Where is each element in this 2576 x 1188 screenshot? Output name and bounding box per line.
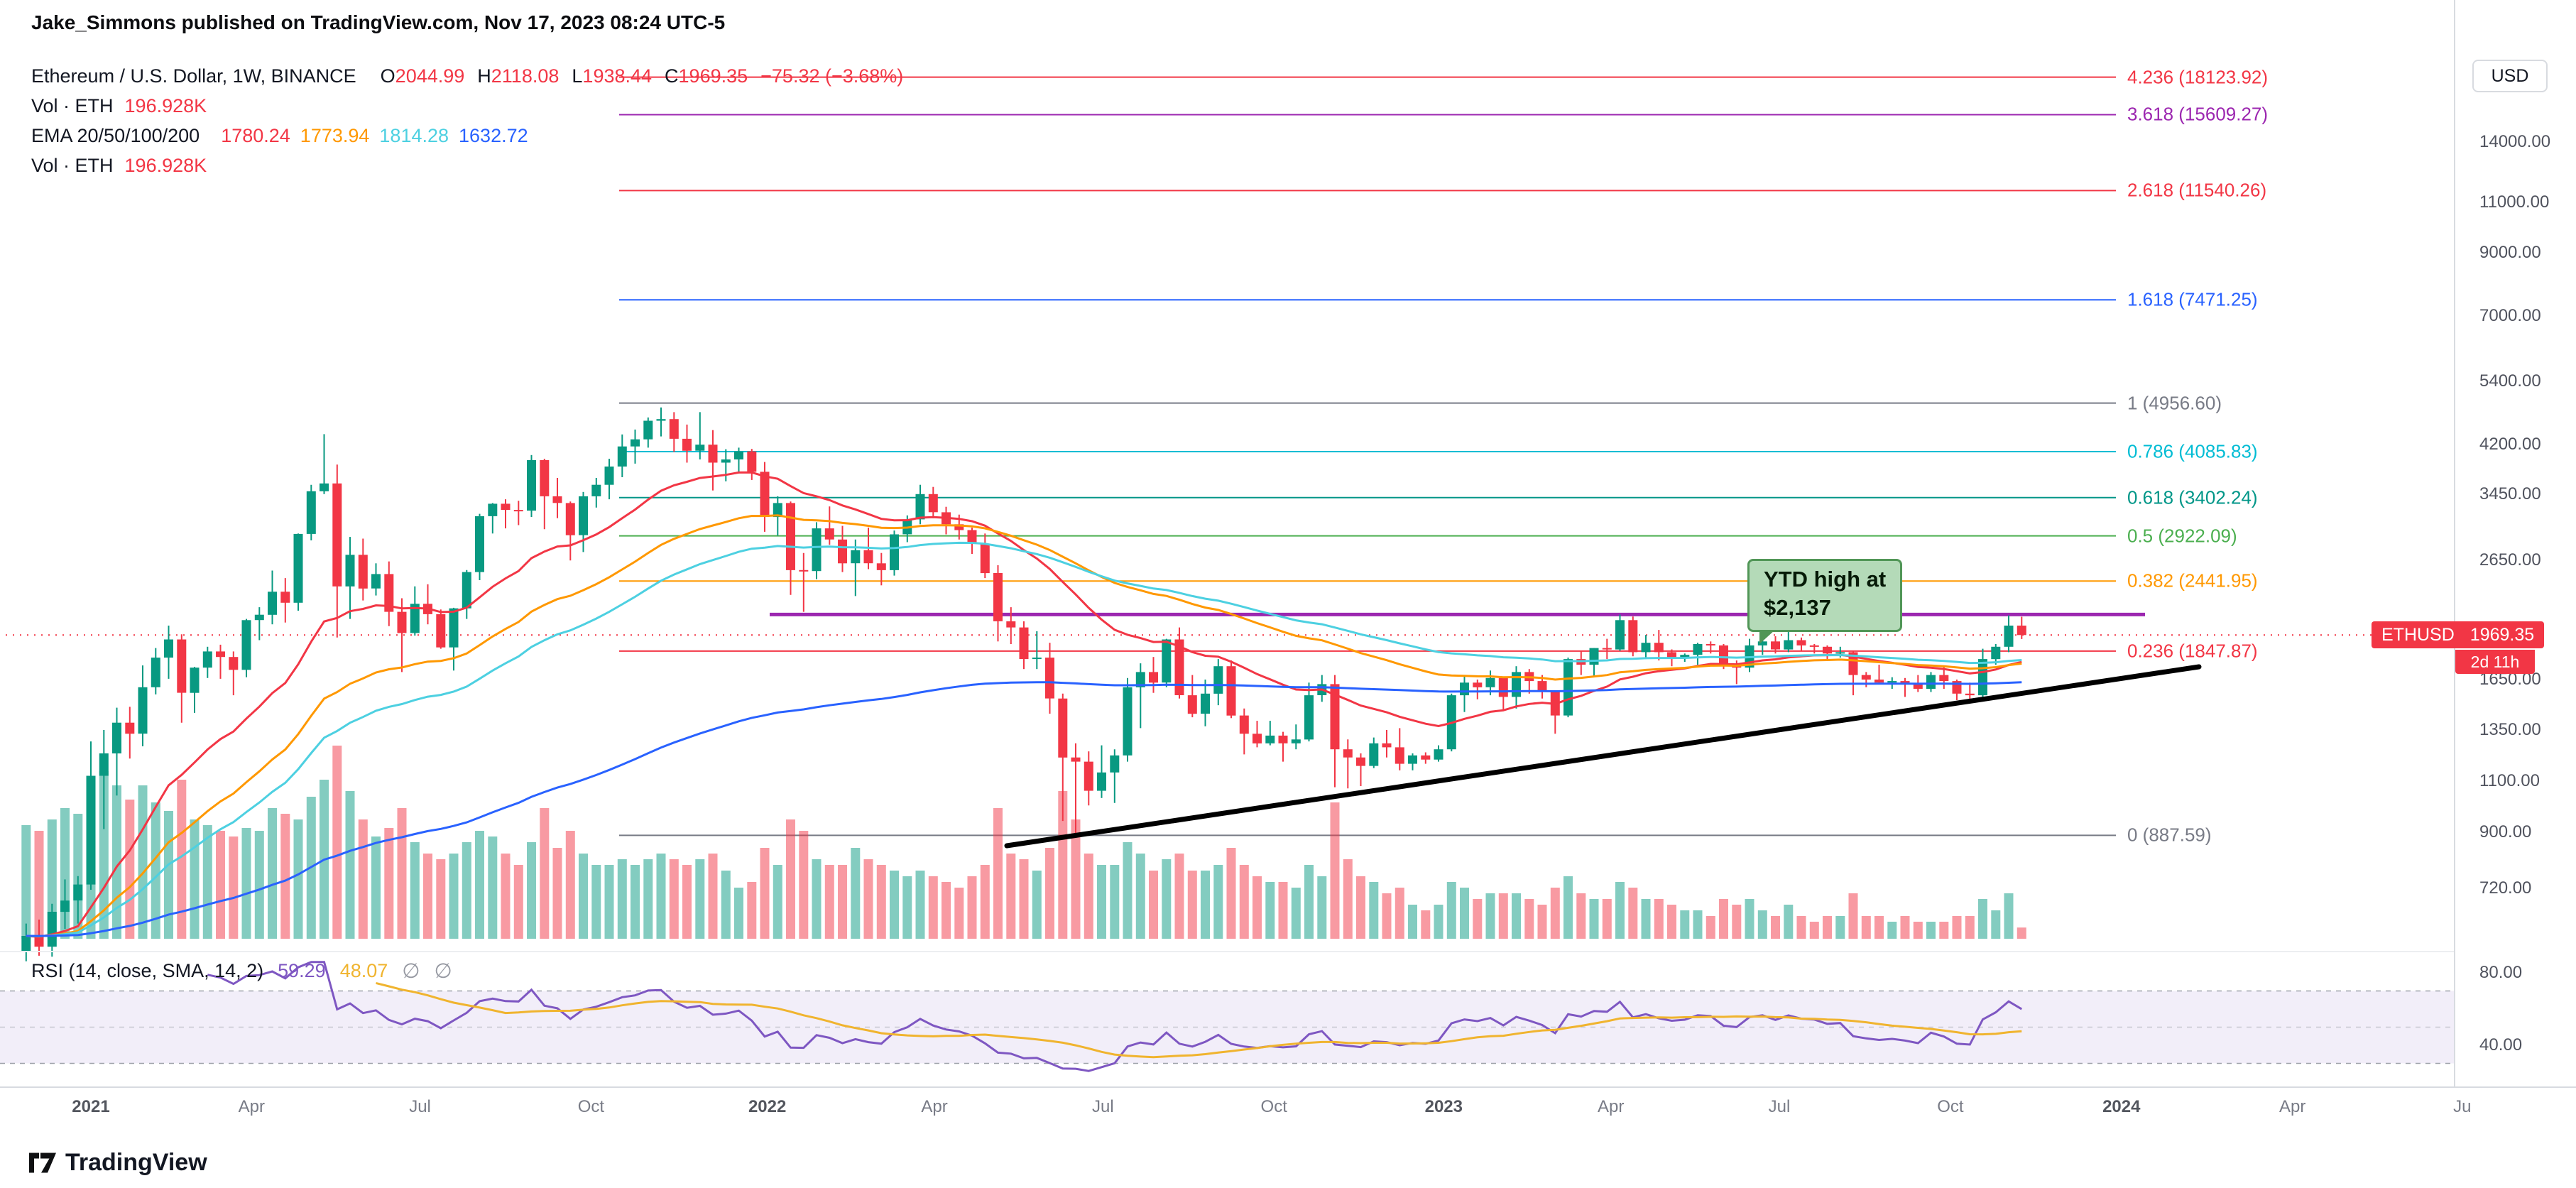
price-tick: 14000.00 [2479, 132, 2551, 151]
ohlc-label: O [380, 65, 395, 87]
fib-label-1.618: 1.618 (7471.25) [2127, 288, 2258, 310]
tradingview-logo[interactable]: TradingView [28, 1149, 207, 1177]
price-tick: 3450.00 [2479, 484, 2541, 503]
price-tick: 11000.00 [2479, 192, 2550, 212]
ema-200-line [26, 681, 2022, 937]
volume-value: 196.928K [124, 154, 207, 176]
volume-label: Vol · ETH [31, 154, 114, 176]
change-value: −75.32 (−3.68%) [760, 65, 904, 87]
empty-set-icon: ∅ [402, 960, 420, 983]
price-tick: 7000.00 [2479, 306, 2541, 326]
rsi-legend: RSI (14, close, SMA, 14, 2) 59.29 48.07 … [31, 959, 452, 983]
time-label-2022: 2022 [748, 1097, 787, 1116]
rsi-value: 59.29 [278, 960, 326, 981]
callout-line-2: $2,137 [1764, 595, 1831, 621]
currency-unit-button[interactable]: USD [2472, 60, 2548, 92]
time-label-2024: 2024 [2102, 1097, 2141, 1116]
price-tick: 9000.00 [2479, 243, 2541, 263]
time-label-Apr: Apr [238, 1097, 265, 1116]
price-tick: 1350.00 [2479, 719, 2541, 739]
pane-separator [0, 951, 2454, 952]
fib-label-0.786: 0.786 (4085.83) [2127, 440, 2258, 462]
time-label-Apr: Apr [2278, 1097, 2306, 1116]
ema-values: 1780.24 1773.94 1814.28 1632.72 [211, 125, 528, 147]
ema-legend-row: EMA 20/50/100/200 1780.24 1773.94 1814.28 16… [31, 121, 903, 151]
fib-label-1: 1 (4956.60) [2127, 392, 2222, 414]
drawn-trend-line [1004, 664, 2202, 849]
ohlc-value: 2118.08 [491, 65, 560, 87]
fib-label-0.618: 0.618 (3402.24) [2127, 486, 2258, 508]
price-tick: 4200.00 [2479, 435, 2541, 454]
time-label-2021: 2021 [72, 1097, 110, 1116]
symbol-legend-row: Ethereum / U.S. Dollar, 1W, BINANCE O 204… [31, 61, 903, 91]
rsi-tick: 40.00 [2479, 1035, 2523, 1055]
ema-value: 1780.24 [221, 124, 290, 146]
rsi-ma-value: 48.07 [339, 960, 388, 981]
symbol-title: Ethereum / U.S. Dollar, 1W, BINANCE [31, 65, 356, 87]
fib-label-2.618: 2.618 (11540.26) [2127, 179, 2267, 201]
rsi-ma-line [376, 981, 2022, 1059]
fib-label-0.382: 0.382 (2441.95) [2127, 570, 2258, 592]
fib-label-0.5: 0.5 (2922.09) [2127, 525, 2237, 547]
publish-header: Jake_Simmons published on TradingView.co… [31, 11, 726, 33]
ema-value: 1814.28 [379, 124, 449, 146]
badge-symbol: ETHUSD [2381, 624, 2455, 645]
price-tick: 2650.00 [2479, 550, 2541, 570]
bar-countdown: 2d 11h [2455, 650, 2535, 674]
time-axis[interactable] [0, 1086, 2576, 1130]
tradingview-logo-text: TradingView [65, 1149, 207, 1176]
tradingview-logo-icon [29, 1152, 56, 1173]
price-tick: 720.00 [2479, 878, 2532, 898]
volume-label: Vol · ETH [31, 94, 114, 116]
ohlc-value: 1969.35 [678, 65, 748, 87]
price-tick: 5400.00 [2479, 371, 2541, 391]
time-label-Oct: Oct [577, 1097, 605, 1116]
time-label-Jul: Jul [1091, 1097, 1114, 1116]
ytd-high-callout: YTD high at $2,137 [1747, 559, 1903, 644]
candles [21, 407, 2026, 961]
volume-legend-row-2: Vol · ETH 196.928K [31, 151, 903, 180]
price-tick: 900.00 [2479, 822, 2532, 841]
callout-line-1: YTD high at [1764, 567, 1887, 592]
fib-label-0.236: 0.236 (1847.87) [2127, 640, 2258, 662]
volume-bars [21, 746, 2026, 939]
time-label-Ju: Ju [2453, 1097, 2472, 1116]
time-label-Apr: Apr [1598, 1097, 1625, 1116]
empty-set-icon: ∅ [434, 960, 452, 983]
badge-price: 1969.35 [2469, 624, 2535, 645]
ohlc-value: 2044.99 [395, 65, 465, 87]
last-price-badge: ETHUSD 1969.35 [2372, 621, 2545, 648]
rsi-title: RSI (14, close, SMA, 14, 2) [31, 960, 264, 981]
time-label-Oct: Oct [1937, 1097, 1964, 1116]
price-axis[interactable] [2454, 0, 2576, 1130]
time-label-Jul: Jul [1768, 1097, 1791, 1116]
rsi-line [207, 961, 2023, 1072]
volume-legend-row: Vol · ETH 196.928K [31, 91, 903, 121]
fib-label-4.236: 4.236 (18123.92) [2127, 66, 2269, 88]
time-label-Jul: Jul [409, 1097, 431, 1116]
rsi-tick: 80.00 [2479, 963, 2523, 982]
ohlc-label: C [665, 65, 679, 87]
price-tick: 1100.00 [2479, 771, 2540, 791]
fib-label-0: 0 (887.59) [2127, 824, 2212, 846]
volume-value: 196.928K [124, 94, 207, 116]
ema-50-line [26, 514, 2022, 938]
time-label-Apr: Apr [921, 1097, 948, 1116]
time-label-2023: 2023 [1424, 1097, 1463, 1116]
chart-legend: Ethereum / U.S. Dollar, 1W, BINANCE O 204… [31, 61, 903, 180]
ohlc-label: L [572, 65, 583, 87]
ohlc-value: 1938.44 [582, 65, 653, 87]
time-label-Oct: Oct [1260, 1097, 1287, 1116]
ema-label: EMA 20/50/100/200 [31, 124, 200, 146]
fib-label-3.618: 3.618 (15609.27) [2127, 103, 2269, 125]
ema-value: 1773.94 [300, 124, 370, 146]
ema-value: 1632.72 [459, 124, 528, 146]
ohlc-label: H [477, 65, 491, 87]
ema-100-line [26, 541, 2022, 938]
